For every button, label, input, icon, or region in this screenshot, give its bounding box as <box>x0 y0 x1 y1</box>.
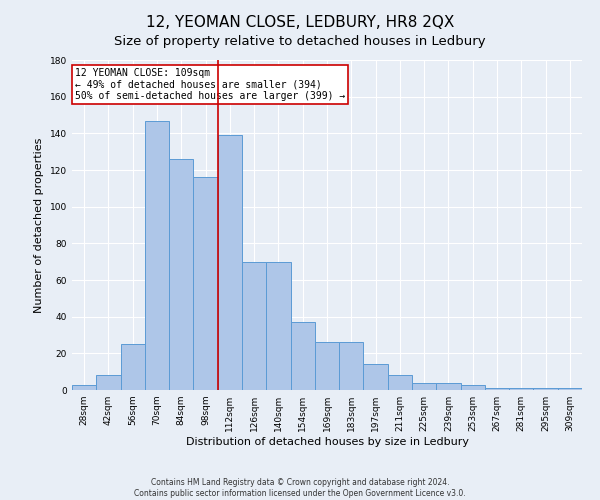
Bar <box>242 262 266 390</box>
Text: Contains HM Land Registry data © Crown copyright and database right 2024.
Contai: Contains HM Land Registry data © Crown c… <box>134 478 466 498</box>
Text: 12 YEOMAN CLOSE: 109sqm
← 49% of detached houses are smaller (394)
50% of semi-d: 12 YEOMAN CLOSE: 109sqm ← 49% of detache… <box>74 68 345 102</box>
Text: 12, YEOMAN CLOSE, LEDBURY, HR8 2QX: 12, YEOMAN CLOSE, LEDBURY, HR8 2QX <box>146 15 454 30</box>
Bar <box>121 344 145 390</box>
Bar <box>485 388 509 390</box>
Bar <box>412 382 436 390</box>
Bar <box>436 382 461 390</box>
Y-axis label: Number of detached properties: Number of detached properties <box>34 138 44 312</box>
Bar <box>388 376 412 390</box>
Bar <box>96 376 121 390</box>
Bar <box>509 388 533 390</box>
Bar <box>290 322 315 390</box>
Bar <box>266 262 290 390</box>
Bar <box>558 388 582 390</box>
X-axis label: Distribution of detached houses by size in Ledbury: Distribution of detached houses by size … <box>185 437 469 447</box>
Bar <box>169 159 193 390</box>
Bar <box>461 384 485 390</box>
Bar <box>72 384 96 390</box>
Bar <box>364 364 388 390</box>
Bar <box>339 342 364 390</box>
Bar <box>533 388 558 390</box>
Bar <box>145 120 169 390</box>
Text: Size of property relative to detached houses in Ledbury: Size of property relative to detached ho… <box>114 35 486 48</box>
Bar <box>315 342 339 390</box>
Bar <box>218 135 242 390</box>
Bar <box>193 178 218 390</box>
